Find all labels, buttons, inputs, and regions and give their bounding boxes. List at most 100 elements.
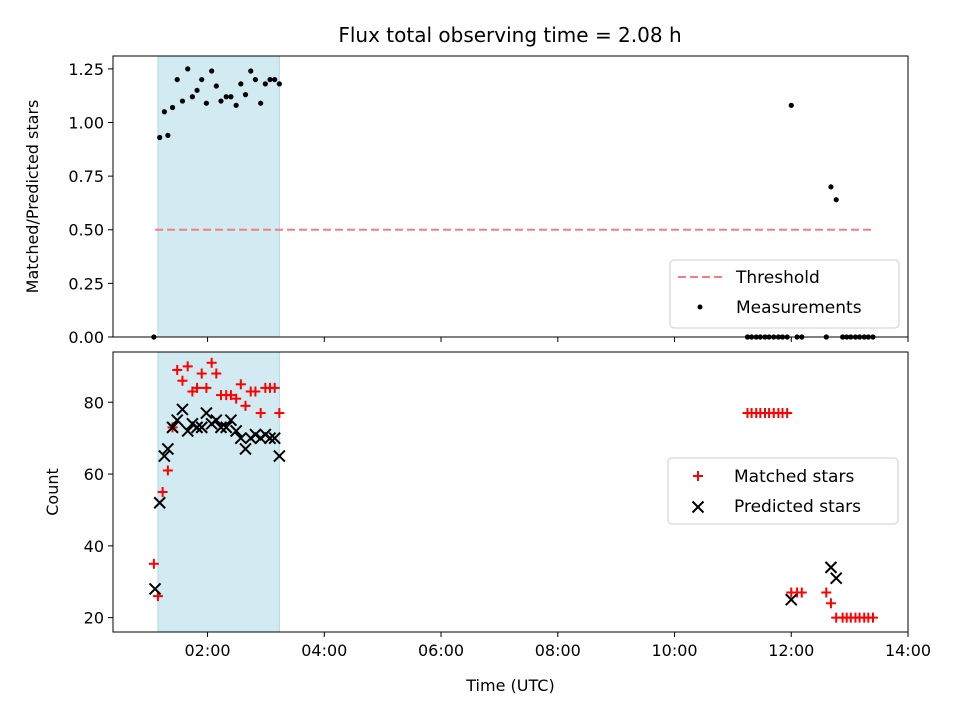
y-tick-label: 1.25	[68, 60, 104, 79]
matched-star-point	[274, 408, 285, 419]
legend-matched-label: Matched stars	[734, 467, 854, 487]
measurement-point	[169, 104, 176, 111]
ratio-x-ticks	[207, 337, 909, 342]
measurement-point	[262, 81, 268, 87]
observing-span	[157, 55, 280, 338]
legend-predicted-label: Predicted stars	[734, 497, 861, 517]
matched-star-point	[201, 382, 212, 393]
ratio-panel: 0.00 0.25 0.50 0.75 1.00 1.25 Matched/Predict…	[23, 55, 909, 347]
y-tick-label: 0.75	[68, 167, 104, 186]
measurement-point	[203, 100, 209, 106]
predicted-star-point	[210, 413, 223, 427]
predicted-star-point	[824, 561, 838, 574]
predicted-star-point	[249, 428, 262, 441]
matched-star-point	[225, 390, 236, 401]
legend-predicted-marker	[691, 500, 705, 514]
predicted-star-point	[170, 413, 184, 427]
measurement-point	[174, 76, 180, 83]
predicted-star-point	[234, 431, 248, 445]
matched-star-point	[211, 368, 222, 379]
measurement-point	[218, 98, 224, 104]
predicted-star-point	[829, 571, 843, 585]
x-tick-label: 06:00	[418, 641, 464, 660]
measurement-point	[788, 102, 794, 108]
legend-predicted-swatch	[691, 500, 705, 514]
measurement-point	[267, 76, 273, 83]
measurement-point	[157, 134, 163, 141]
count-y-axis-label: Count	[43, 468, 62, 516]
matched-star-point	[206, 357, 217, 368]
measurement-point	[179, 98, 186, 104]
legend-matched-swatch	[693, 471, 703, 481]
x-tick-label: 12:00	[768, 641, 814, 660]
x-tick-label: 14:00	[885, 641, 931, 660]
matched-star-point	[148, 558, 159, 569]
ratio-y-ticks: 0.00 0.25 0.50 0.75 1.00 1.25	[68, 60, 113, 347]
y-tick-label: 20	[84, 609, 104, 628]
predicted-star-point	[200, 406, 213, 420]
predicted-star-point	[148, 582, 162, 596]
matched-star-point	[172, 364, 183, 375]
predicted-star-point	[190, 421, 204, 434]
measurement-point	[272, 76, 278, 83]
measurement-point	[185, 66, 191, 72]
y-tick-label: 40	[84, 537, 104, 556]
predicted-star-point	[181, 424, 194, 438]
count-panel-frame	[112, 351, 909, 633]
predicted-star-point	[263, 431, 277, 445]
x-tick-label: 10:00	[651, 641, 697, 660]
matched-star-point	[240, 400, 251, 411]
predicted-star-point	[229, 424, 243, 438]
measurement-point	[165, 132, 171, 138]
predicted-star-point	[195, 421, 208, 434]
matched-star-point	[235, 379, 246, 390]
count-x-ticks: 02:00 04:00 06:00 08:00 10:00 12:00 14:00	[185, 632, 931, 660]
predicted-star-point	[220, 421, 233, 434]
x-tick-label: 04:00	[301, 641, 347, 660]
ratio-legend: Threshold Measurements	[669, 259, 900, 329]
measurement-point	[189, 94, 195, 100]
predicted-star-point	[158, 449, 171, 463]
measurement-point	[833, 197, 839, 203]
y-tick-label: 1.00	[68, 113, 104, 132]
count-legend: Matched stars Predicted stars	[667, 457, 899, 525]
x-tick-label: 02:00	[185, 641, 231, 660]
measurement-point	[161, 109, 167, 115]
predicted-star-point	[153, 496, 166, 509]
legend-measurements-swatch	[697, 304, 703, 310]
predicted-star-point	[176, 403, 189, 416]
measurement-point	[228, 94, 234, 100]
count-y-ticks: 20 40 60 80	[84, 393, 113, 628]
observing-span	[157, 351, 280, 633]
predicted-star-point	[268, 431, 281, 445]
matched-star-point	[250, 386, 261, 397]
y-tick-label: 80	[84, 393, 104, 412]
measurement-point	[194, 87, 200, 93]
measurement-point	[252, 76, 259, 83]
measurement-point	[248, 68, 254, 74]
matched-star-point	[269, 382, 280, 393]
legend-matched-marker	[693, 471, 703, 481]
y-tick-label: 0.00	[68, 328, 104, 347]
measurement-point	[233, 102, 239, 108]
matched-star-point	[182, 361, 193, 372]
predicted-star-point	[273, 449, 286, 463]
legend-threshold-label: Threshold	[735, 268, 820, 288]
matched-star-point	[196, 368, 207, 379]
matched-star-point	[192, 382, 203, 393]
matched-stars-points	[148, 357, 878, 623]
matched-star-point	[255, 408, 266, 419]
predicted-star-point	[214, 421, 228, 434]
measurement-point	[238, 81, 244, 87]
measurement-point	[213, 83, 219, 89]
matched-star-point	[867, 612, 878, 623]
count-legend-box	[667, 457, 899, 525]
ratio-panel-frame	[112, 55, 909, 338]
measurement-point	[276, 81, 282, 87]
measurement-point	[223, 94, 229, 100]
predicted-star-point	[239, 442, 252, 456]
predicted-star-point	[785, 593, 798, 606]
measurement-point	[828, 184, 834, 190]
predicted-star-point	[166, 421, 179, 434]
